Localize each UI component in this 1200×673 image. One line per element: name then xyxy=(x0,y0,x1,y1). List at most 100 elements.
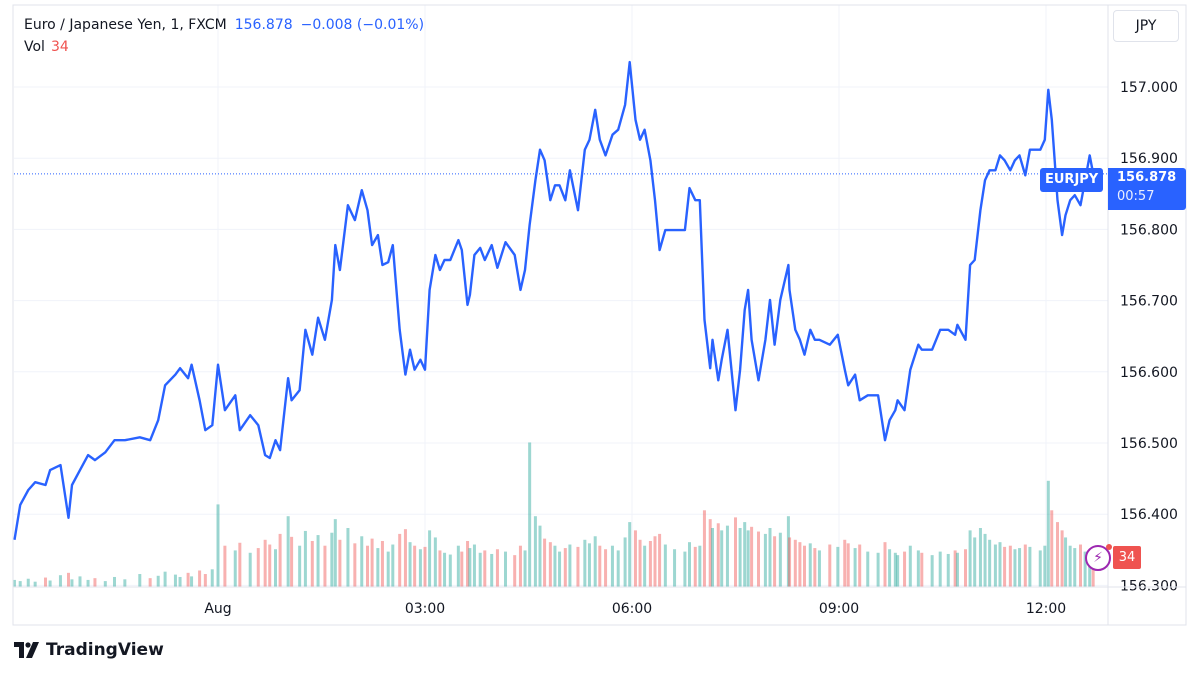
volume-bar xyxy=(12,579,16,587)
volume-bar xyxy=(113,576,116,587)
volume-bar xyxy=(263,539,267,587)
volume-bars xyxy=(12,442,1095,587)
volume-bar xyxy=(843,539,847,587)
volume-bar xyxy=(817,550,821,587)
volume-bar xyxy=(638,539,642,587)
currency-button[interactable]: JPY xyxy=(1113,10,1179,42)
volume-bar xyxy=(423,546,427,587)
volume-tag: 34 xyxy=(1113,546,1141,569)
volume-bar xyxy=(456,545,460,587)
volume-bar xyxy=(26,578,30,587)
volume-bar xyxy=(408,542,412,587)
volume-bar xyxy=(67,572,70,587)
volume-value: 34 xyxy=(50,39,69,55)
volume-bar xyxy=(391,544,395,587)
volume-bar xyxy=(198,570,202,587)
symbol-title[interactable]: Euro / Japanese Yen, 1, FXCM xyxy=(24,17,227,33)
time-axis[interactable]: Aug 03:00 06:00 09:00 12:00 xyxy=(204,601,1066,617)
volume-bar xyxy=(1079,544,1082,587)
price-tick-label: 157.000 xyxy=(1120,80,1178,96)
price-tick-label: 156.700 xyxy=(1120,294,1178,310)
volume-bar xyxy=(663,544,667,587)
volume-bar xyxy=(587,543,591,587)
volume-bar xyxy=(523,550,527,587)
chart-legend: Euro / Japanese Yen, 1, FXCM 156.878 −0.00… xyxy=(24,14,424,58)
tradingview-logo-icon xyxy=(14,642,39,658)
volume-bar xyxy=(1073,548,1077,587)
volume-bar xyxy=(903,551,907,587)
volume-bar xyxy=(968,530,972,587)
volume-bar xyxy=(223,545,227,587)
volume-bar xyxy=(973,537,977,587)
volume-bar xyxy=(633,530,637,587)
volume-label[interactable]: Vol xyxy=(24,39,45,55)
lightning-icon[interactable]: ⚡ xyxy=(1085,544,1112,571)
volume-bar xyxy=(428,530,432,587)
volume-bar xyxy=(768,528,772,587)
time-tick-label: 03:00 xyxy=(405,601,445,617)
price-tick-label: 156.400 xyxy=(1120,507,1178,523)
price-line xyxy=(13,60,1095,540)
volume-bar xyxy=(593,536,597,587)
volume-bar xyxy=(778,532,782,587)
volume-bar xyxy=(866,551,870,587)
volume-bar xyxy=(533,516,537,587)
price-tick-label: 156.800 xyxy=(1120,222,1178,238)
volume-bar xyxy=(18,581,22,587)
volume-bar xyxy=(303,530,307,587)
volume-bar xyxy=(793,539,797,587)
volume-bar xyxy=(483,550,487,587)
volume-bar xyxy=(648,540,652,587)
volume-bar xyxy=(448,554,452,587)
tradingview-logo[interactable]: TradingView xyxy=(14,638,164,662)
time-tick-label: 09:00 xyxy=(819,601,859,617)
volume-bar xyxy=(548,542,552,587)
volume-bar xyxy=(683,551,687,587)
volume-bar xyxy=(173,574,177,587)
volume-bar xyxy=(920,552,924,587)
volume-bar xyxy=(1003,546,1007,587)
volume-bar xyxy=(716,523,720,587)
volume-bar xyxy=(190,576,194,587)
volume-bar xyxy=(518,545,522,587)
volume-bar xyxy=(528,442,532,587)
volume-bar xyxy=(955,552,959,587)
volume-bar xyxy=(468,548,472,587)
volume-bar xyxy=(268,544,272,587)
volume-bar xyxy=(1028,546,1032,587)
volume-bar xyxy=(930,555,934,587)
volume-bar xyxy=(366,545,369,587)
volume-bar xyxy=(472,544,476,587)
volume-bar xyxy=(788,537,792,587)
volume-bar xyxy=(186,572,190,587)
branding-text: TradingView xyxy=(46,640,164,660)
volume-bar xyxy=(953,550,957,587)
volume-bar xyxy=(353,543,357,587)
symbol-price-tag: EURJPY xyxy=(1040,168,1104,192)
volume-bar xyxy=(813,548,817,587)
volume-bar xyxy=(376,548,380,587)
volume-bar xyxy=(698,545,702,587)
volume-bar xyxy=(711,528,714,587)
volume-bar xyxy=(438,550,442,587)
volume-bar xyxy=(673,549,677,587)
volume-bar xyxy=(418,549,422,587)
volume-bar xyxy=(738,528,742,587)
volume-bar xyxy=(93,578,97,587)
volume-bar xyxy=(725,525,729,587)
volume-bar xyxy=(836,546,840,587)
volume-bar xyxy=(757,531,760,587)
volume-bar xyxy=(563,548,567,587)
volume-bar xyxy=(1018,548,1022,587)
volume-bar xyxy=(658,533,662,587)
volume-bar xyxy=(333,519,337,587)
volume-bar xyxy=(803,545,806,587)
volume-bar xyxy=(908,545,912,587)
price-axis[interactable]: 157.000 156.900 156.800 156.700 156.600 156.5… xyxy=(1120,80,1178,594)
time-tick-label: 06:00 xyxy=(612,601,652,617)
volume-bar xyxy=(216,504,220,587)
volume-bar xyxy=(286,516,290,587)
volume-bar xyxy=(604,549,608,587)
volume-bar xyxy=(1088,552,1092,587)
